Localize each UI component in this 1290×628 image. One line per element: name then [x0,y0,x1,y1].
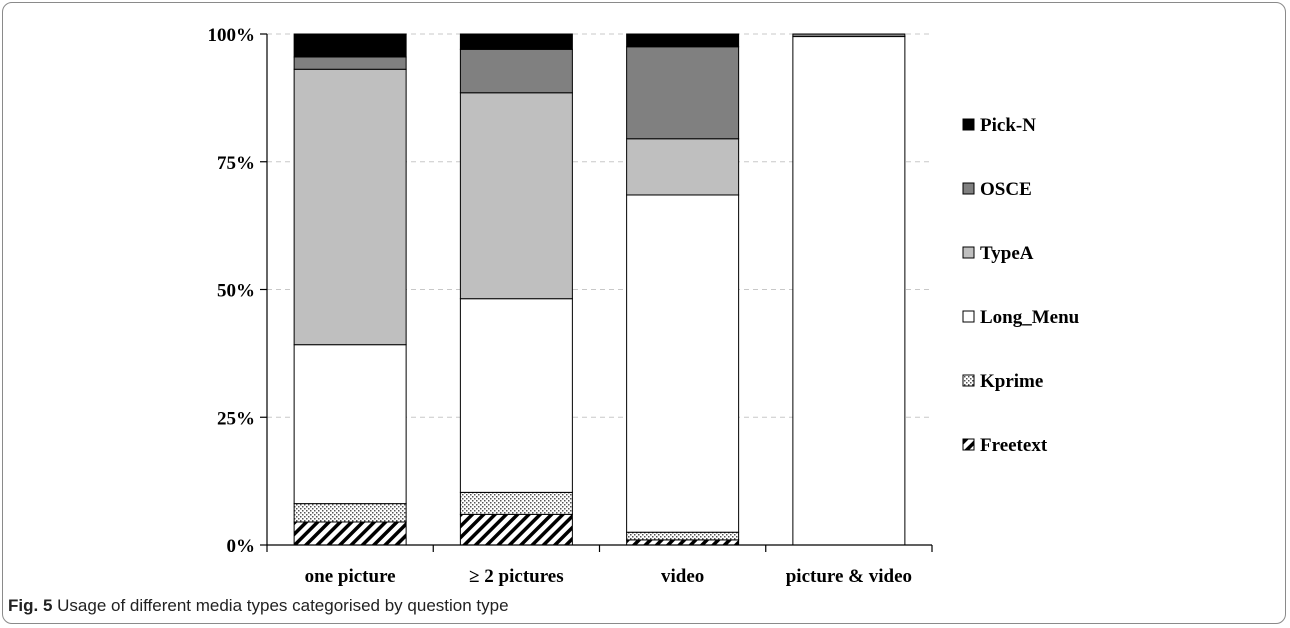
legend-label: Long_Menu [980,307,1080,328]
bar-segment-long-menu [626,194,740,533]
stacked-bar-chart: 0% 25% 50% 75% 100% one picture ≥ 2 pictures vi… [208,25,1080,587]
legend-swatch-typea [962,246,975,259]
caption-text: Usage of different media types categoris… [52,596,509,615]
bar-segment-long-menu [792,36,906,546]
legend-swatch-pick-n [962,118,975,131]
legend: Pick-N OSCE TypeA Long_Menu Kprime Freetext [962,115,1080,456]
y-tick-label: 50% [217,281,255,302]
x-tick-label: video [661,566,704,587]
bar-segment-freetext [459,513,573,546]
x-tick-label: ≥ 2 pictures [469,566,564,587]
legend-swatch-long-menu [962,310,975,323]
legend-swatch-freetext [962,438,975,451]
y-tick-label: 0% [227,536,256,557]
y-tick-label: 25% [217,408,255,429]
bar-segment-kprime [626,531,740,541]
bar-segment-typea [626,138,740,196]
legend-label: Freetext [980,435,1048,456]
x-tick-label: one picture [305,566,396,587]
bar-segment-pick-n [459,33,573,50]
bar-segment-osce [293,56,407,70]
bar-segment-pick-n [626,33,740,48]
bar-segment-typea [293,68,407,346]
legend-label: OSCE [980,179,1032,200]
y-tick-label: 100% [208,25,256,46]
y-tick-label: 75% [217,153,255,174]
bar-segment-long-menu [459,298,573,493]
bar-segment-freetext [626,539,740,546]
bar-segment-kprime [293,503,407,523]
bar-segment-osce [626,46,740,140]
legend-swatch-kprime [962,374,975,387]
x-tick-label: picture & video [786,566,912,587]
bar-segment-freetext [293,521,407,546]
bar-segment-osce [459,48,573,94]
legend-label: Pick-N [980,115,1036,136]
axes: 0% 25% 50% 75% 100% one picture ≥ 2 pictures vi… [208,25,933,587]
caption-label: Fig. 5 [8,596,53,615]
legend-swatch-osce [962,182,975,195]
figure-caption: Fig. 5 Usage of different media types ca… [8,596,509,616]
bar-segment-long-menu [293,344,407,505]
bars [293,33,906,546]
bar-segment-pick-n [293,33,407,58]
bar-segment-osce [792,33,906,38]
legend-label: TypeA [980,243,1034,264]
legend-label: Kprime [980,371,1043,392]
bar-segment-typea [459,92,573,300]
bar-segment-kprime [459,491,573,515]
